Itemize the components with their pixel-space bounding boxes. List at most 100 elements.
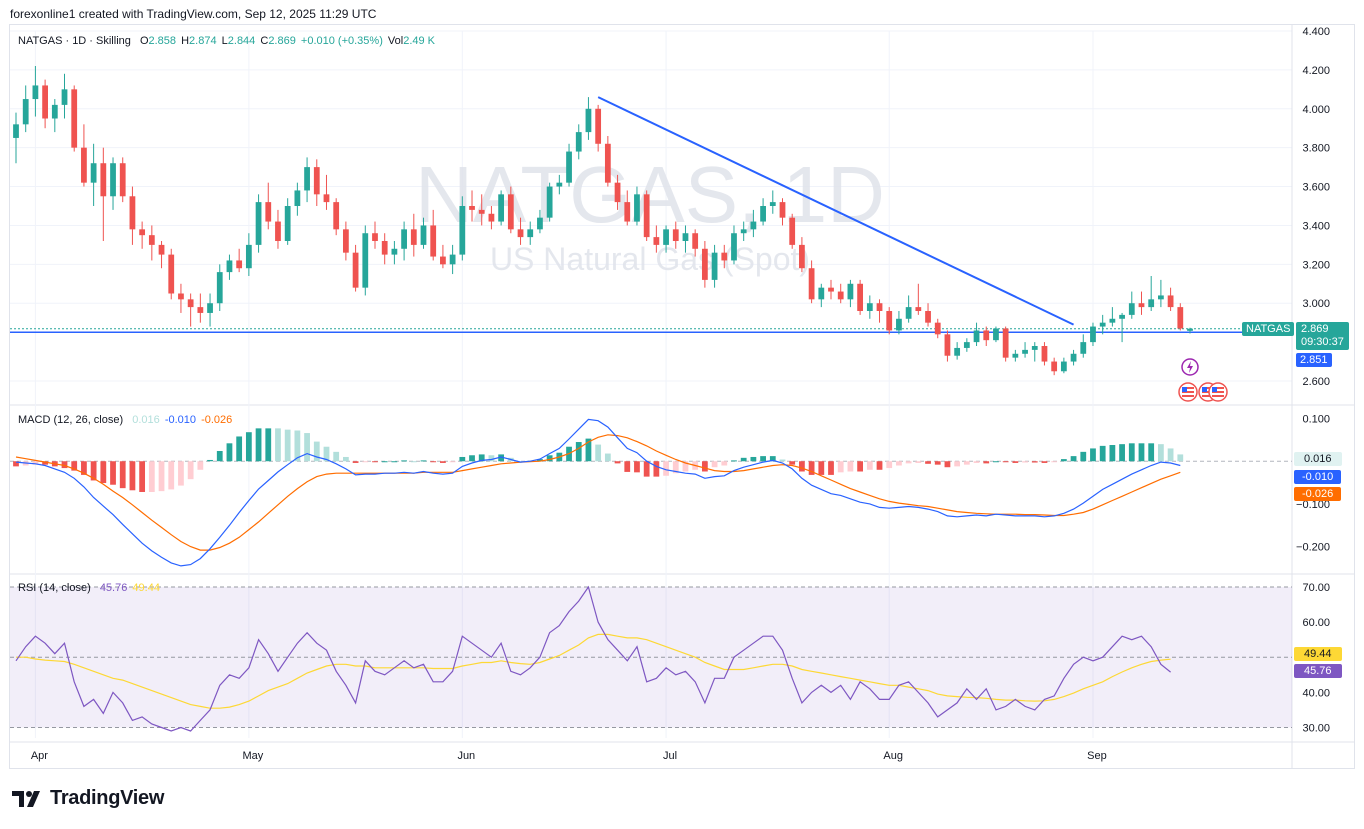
candle-body [983,330,990,341]
candle-body [604,143,611,183]
macd-histogram-bar [187,461,194,480]
macd-histogram-bar [1119,444,1125,462]
candle-body [1138,303,1145,308]
macd-histogram-bar [81,461,87,475]
macd-histogram-bar [1060,459,1067,462]
candle-body [381,241,388,255]
us-flag-event-icon [1178,382,1198,402]
candle-body [847,283,854,300]
candle-body [537,217,543,230]
candle-body [401,229,407,249]
candle-body [430,225,437,257]
macd-histogram-bar [818,461,825,475]
close-value: 2.869 [268,35,296,47]
macd-histogram-bar [1022,461,1028,463]
macd-histogram-bar [595,444,602,462]
candle-body [896,318,902,331]
candle-body [585,108,592,133]
macd-tick-label: −0.200 [1296,542,1330,554]
candle-body [488,213,495,222]
candle-body [682,233,689,241]
macd-signal-value: -0.026 [201,414,233,426]
macd-histogram-bar [1109,445,1116,462]
candle-body [81,147,87,183]
candle-body [925,311,931,323]
candle-body [692,233,699,249]
macd-signal-tag: -0.026 [1294,487,1342,501]
candle-body [178,293,184,300]
rsi-tick-label: 60.00 [1302,617,1330,629]
time-axis-label: May [242,750,263,762]
candle-body [1128,303,1135,315]
rsi-legend: RSI (14, close) 45.76 49.44 [18,582,162,594]
low-value: 2.844 [227,35,256,47]
macd-histogram-bar [721,461,728,466]
trend-line [597,96,1075,326]
macd-histogram-bar [614,461,621,464]
candle-body [721,252,728,261]
macd-histogram-bar [158,461,165,492]
macd-histogram-bar [1031,461,1038,463]
candle-body [876,303,883,311]
candle-body [857,283,864,311]
candle-body [973,330,980,343]
candle-body [934,322,941,335]
macd-histogram-bar [245,432,252,462]
open-value: 2.858 [148,35,177,47]
macd-histogram-bar [701,461,708,472]
macd-histogram-bar [129,461,136,491]
candle-body [1167,295,1174,308]
candle-body [740,229,747,234]
macd-histogram-bar [207,459,213,462]
chart-frame[interactable] [9,24,1355,769]
macd-histogram-bar [672,461,679,474]
candle-body [478,209,485,214]
candle-body [1080,342,1087,354]
candle-body [216,272,223,304]
macd-histogram-bar [876,461,883,470]
candle-body [51,104,58,119]
last-price-value: 2.869 [1301,323,1329,335]
candle-body [905,307,912,319]
tradingview-logo[interactable]: TradingView [12,787,164,810]
candle-body [265,202,272,222]
macd-histogram-bar [905,461,912,464]
macd-histogram-bar [42,461,48,465]
macd-histogram-bar [168,461,175,490]
candle-body [1148,299,1155,308]
macd-histogram-bar [993,461,999,463]
rsi-tick-label: 70.00 [1302,582,1330,594]
change-value: +0.010 (+0.35%) [300,35,383,47]
candle-body [13,124,19,138]
candle-body [294,190,301,206]
macd-histogram-bar [769,456,776,462]
candle-body [1012,353,1019,358]
candle-body [197,307,204,313]
candle-body [42,85,48,119]
candle-body [944,334,951,356]
candle-body [61,89,68,105]
candle-body [255,202,262,245]
macd-histogram-bar [634,461,640,473]
us-flag-event-icon [1208,382,1228,402]
macd-histogram-bar [740,457,747,462]
high-value: 2.874 [189,35,217,47]
candle-body [1041,346,1048,362]
macd-histogram-bar [236,436,243,462]
candle-body [779,202,786,218]
macd-title: MACD (12, 26, close) [18,414,124,426]
macd-histogram-bar [954,461,961,467]
candle-body [333,202,340,230]
candle-body [168,254,175,294]
candle-body [32,85,39,100]
candle-body [643,194,650,238]
macd-histogram-bar [13,461,19,467]
macd-histogram-bar [1002,461,1009,463]
macd-histogram-bar [983,461,990,464]
macd-histogram-bar [624,461,631,472]
candle-body [119,163,126,197]
candle-body [1099,322,1106,327]
candle-body [245,244,252,269]
macd-histogram-bar [342,456,349,462]
